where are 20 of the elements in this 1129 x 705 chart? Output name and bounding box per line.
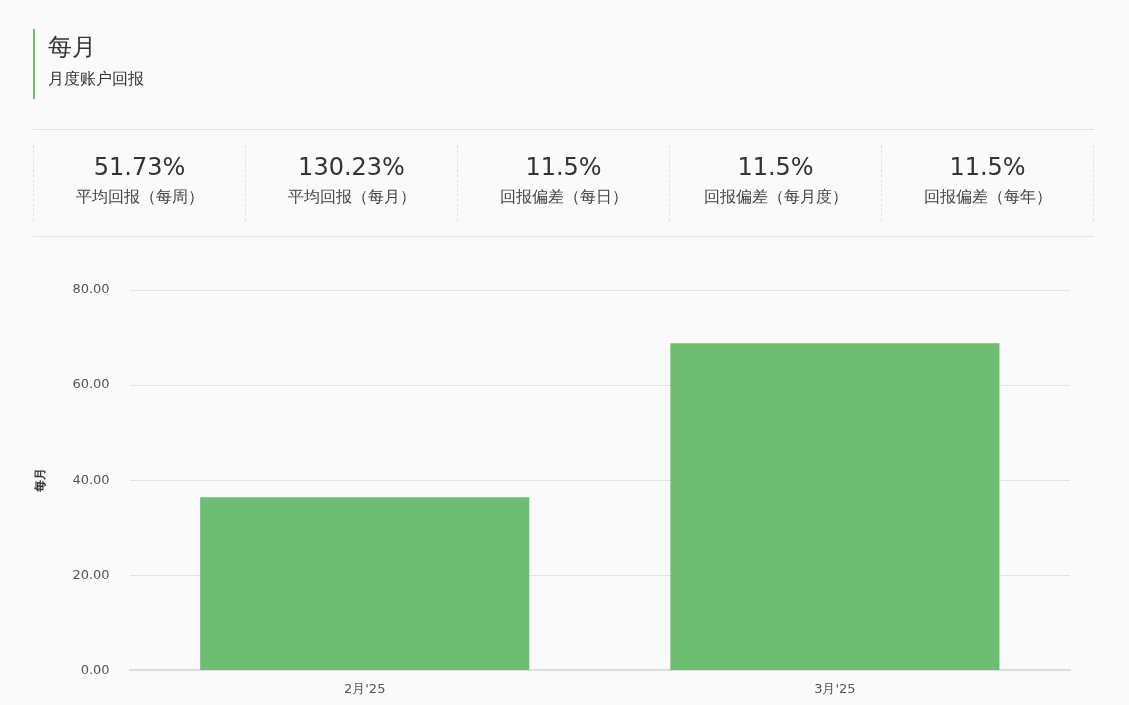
text: 11.5% <box>948 153 1027 181</box>
text: 月度账户回报 <box>48 69 144 90</box>
text: 11.5% <box>524 153 603 181</box>
text: 回报偏差（每日） <box>498 187 629 208</box>
x-tick-label: 2月'25 <box>344 680 386 696</box>
text: 51.73% <box>92 153 187 181</box>
text: 回报偏差（每年） <box>922 187 1053 208</box>
y-tick-label: 60.00 <box>72 376 110 392</box>
y-tick-label: 40.00 <box>72 471 110 487</box>
y-axis-title: 每月 <box>33 468 48 494</box>
y-tick-label: 80.00 <box>72 281 110 297</box>
x-tick-label: 3月'25 <box>814 680 856 696</box>
y-tick-label: 0.00 <box>80 661 110 677</box>
text: 回报偏差（每月度） <box>702 187 849 208</box>
text: 平均回报（每月） <box>286 187 417 208</box>
text: 11.5% <box>736 153 815 181</box>
text: 平均回报（每周） <box>74 187 205 208</box>
text: 每月 <box>48 32 97 63</box>
text: 130.23% <box>297 153 406 181</box>
y-tick-label: 20.00 <box>72 566 110 582</box>
